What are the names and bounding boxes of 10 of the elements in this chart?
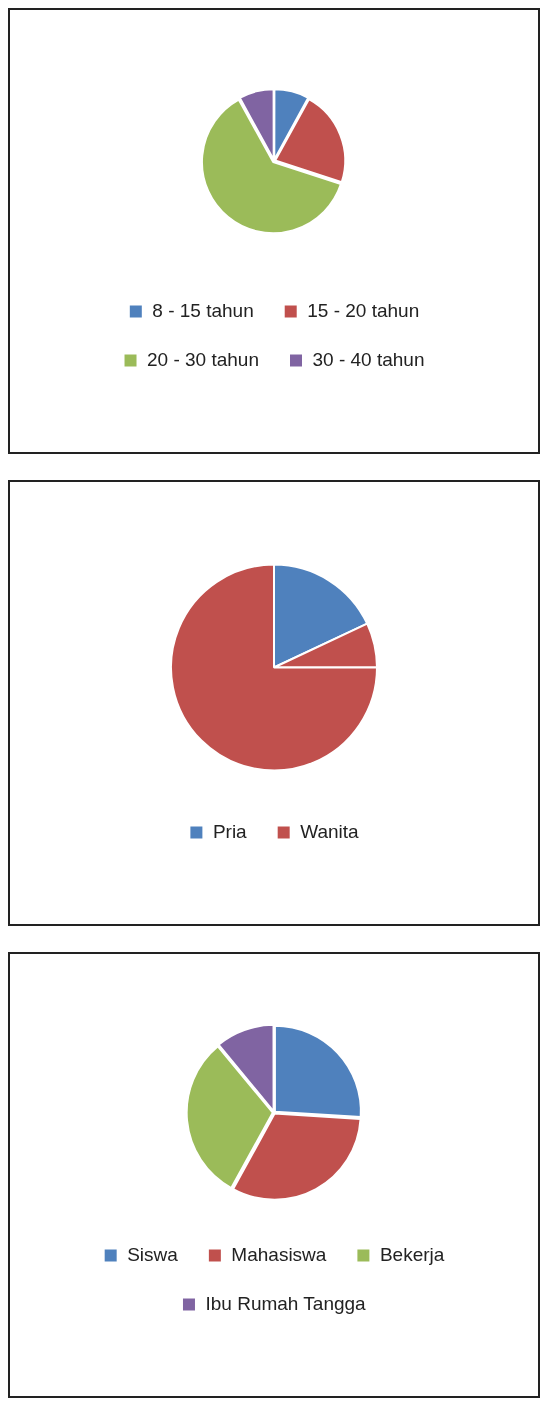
legend-label: 30 - 40 tahun [312,348,425,370]
legend-label: Pria [212,820,248,842]
legend-label: Wanita [300,820,360,842]
legend-label: Bekerja [379,1243,445,1265]
legend-label: 15 - 20 tahun [307,299,420,321]
legend-label: 8 - 15 tahun [152,299,254,321]
legend-label: Ibu Rumah Tangga [205,1292,367,1314]
legend-label: 20 - 30 tahun [147,348,260,370]
legend-label: Siswa [127,1243,179,1265]
legend-label: Mahasiswa [231,1243,327,1265]
